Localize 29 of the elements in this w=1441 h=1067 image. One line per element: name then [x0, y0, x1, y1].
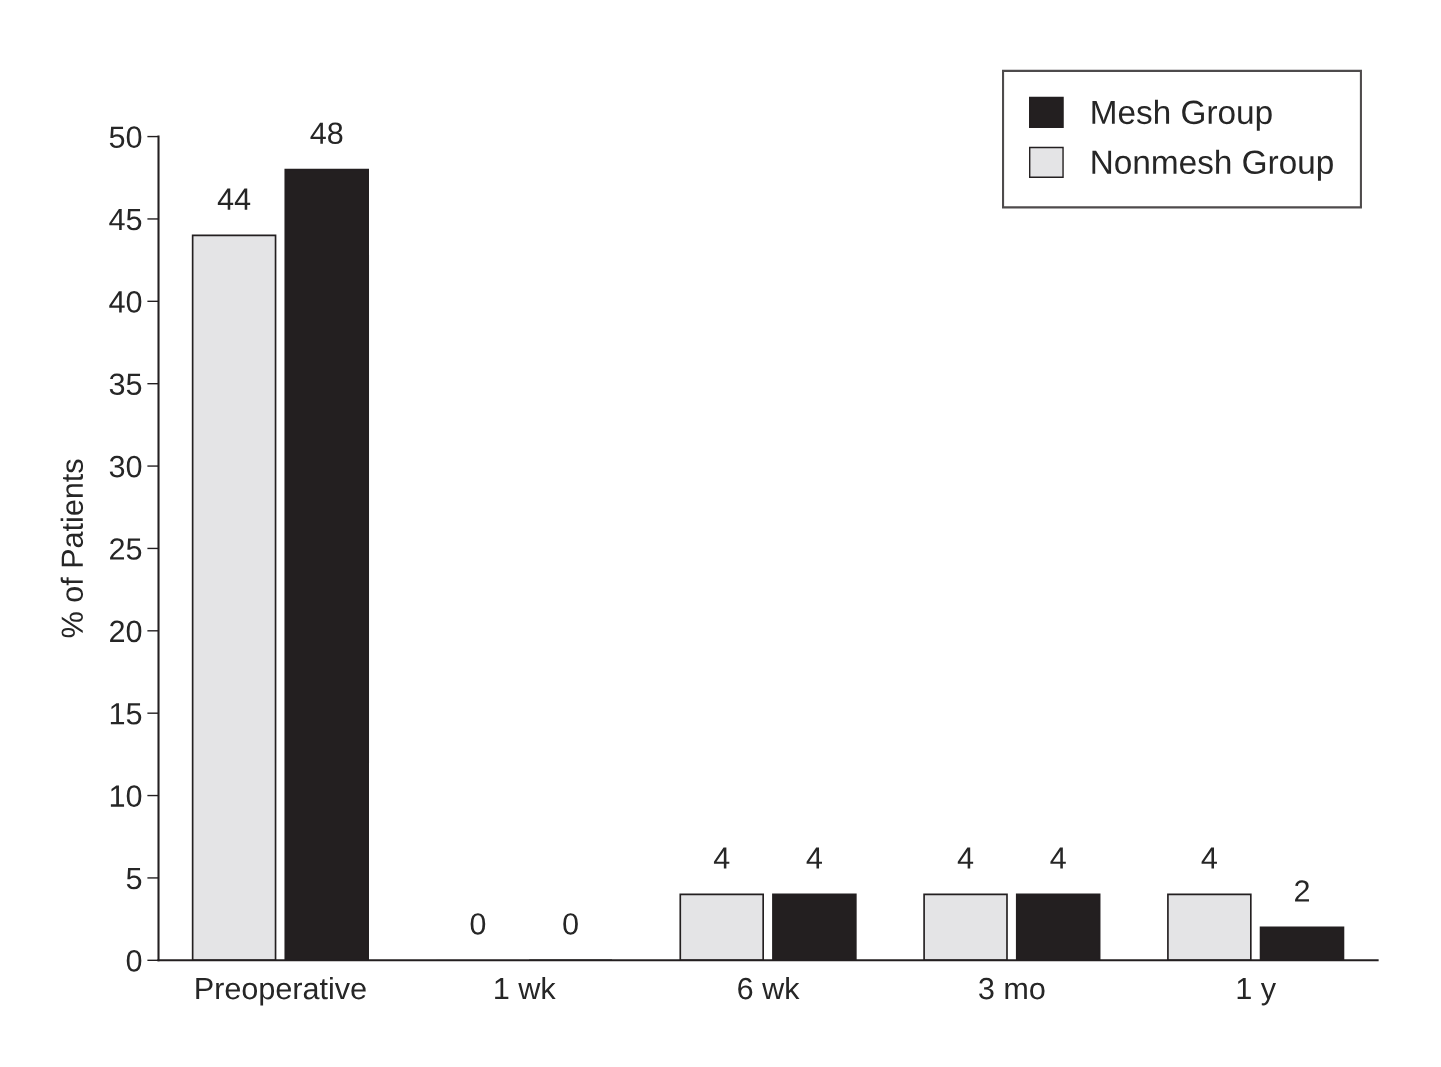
- legend-label: Mesh Group: [1092, 99, 1272, 131]
- data-label: 0: [470, 913, 486, 935]
- y-tick-label: 25: [110, 538, 142, 560]
- y-tick-label: 20: [110, 620, 142, 643]
- x-tick-label: 3 mo: [979, 977, 1045, 1000]
- data-label: 2: [1295, 880, 1309, 902]
- data-label: 48: [310, 122, 343, 145]
- y-tick-label: 50: [109, 126, 142, 148]
- data-label: 4: [713, 847, 730, 869]
- y-tick-label: 15: [110, 703, 142, 725]
- y-tick-label: 35: [109, 373, 142, 396]
- y-tick-label: 45: [109, 209, 142, 231]
- data-label: 4: [806, 847, 822, 869]
- data-label: 4: [1201, 847, 1217, 869]
- y-tick-label: 0: [126, 950, 142, 972]
- x-tick-label: 6 wk: [738, 976, 800, 1000]
- y-tick-label: 30: [109, 455, 142, 478]
- data-label: 44: [217, 188, 251, 210]
- data-label: 4: [957, 847, 974, 869]
- legend-label: Nonmesh Group: [1092, 149, 1333, 181]
- x-tick-label: 1 y: [1237, 978, 1277, 1006]
- y-axis-title: % of Patients: [60, 459, 84, 638]
- data-label: 4: [1050, 847, 1066, 869]
- x-tick-label: 1 wk: [495, 976, 556, 1000]
- y-tick-label: 5: [126, 867, 142, 890]
- x-tick-label: Preoperative: [196, 976, 366, 1006]
- data-label: 0: [563, 913, 578, 935]
- y-tick-label: 10: [110, 785, 142, 807]
- y-tick-label: 40: [109, 291, 142, 313]
